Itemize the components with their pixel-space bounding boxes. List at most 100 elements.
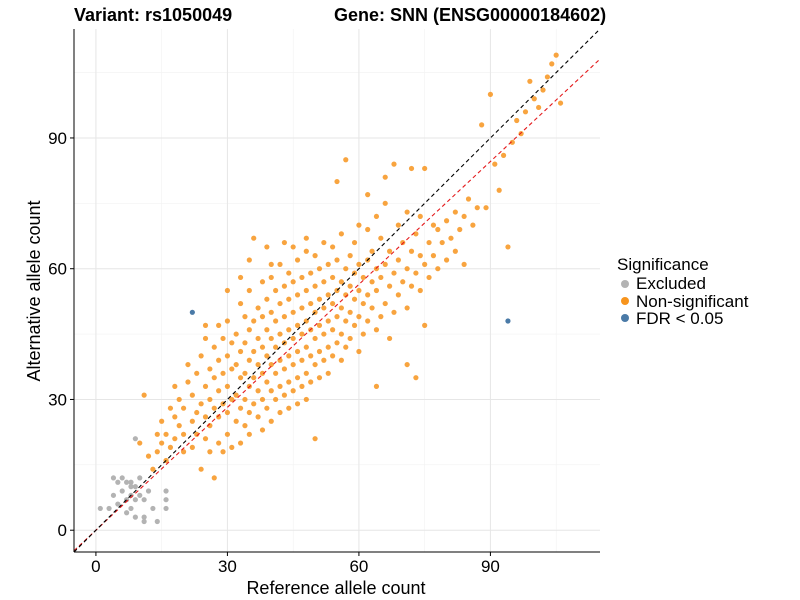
point-non-significant (242, 314, 248, 320)
point-excluded (128, 505, 134, 512)
point-non-significant (492, 161, 498, 167)
point-non-significant (224, 409, 231, 416)
legend-marker-non-significant (621, 297, 629, 305)
point-non-significant (351, 296, 358, 302)
point-non-significant (198, 401, 204, 407)
point-excluded (110, 475, 117, 481)
point-non-significant (211, 475, 217, 481)
point-excluded (119, 488, 125, 494)
point-excluded (163, 505, 169, 512)
point-excluded (132, 436, 138, 442)
point-non-significant (404, 209, 410, 215)
point-non-significant (242, 423, 248, 429)
point-non-significant (330, 327, 336, 333)
point-non-significant (294, 322, 301, 328)
point-non-significant (316, 348, 323, 355)
legend-title: Significance (617, 255, 709, 274)
point-non-significant (216, 440, 222, 446)
point-non-significant (540, 87, 546, 93)
point-non-significant (330, 244, 336, 250)
legend-marker-fdr (621, 314, 629, 322)
point-non-significant (281, 283, 287, 289)
point-non-significant (273, 287, 279, 294)
point-non-significant (290, 279, 296, 285)
point-non-significant (408, 283, 415, 289)
point-non-significant (246, 287, 252, 294)
point-non-significant (268, 335, 274, 342)
point-non-significant (308, 270, 314, 276)
point-non-significant (338, 331, 344, 337)
point-non-significant (422, 322, 428, 328)
axes: 0 30 60 90 0 30 60 90 (48, 29, 600, 576)
point-non-significant (330, 300, 336, 307)
point-non-significant (216, 357, 222, 363)
point-non-significant (202, 414, 209, 420)
point-non-significant (259, 427, 266, 433)
point-non-significant (180, 405, 187, 411)
point-non-significant (159, 418, 165, 424)
point-non-significant (500, 152, 507, 158)
point-non-significant (531, 96, 537, 102)
point-non-significant (246, 409, 252, 416)
point-non-significant (229, 366, 235, 372)
point-non-significant (439, 239, 445, 246)
point-non-significant (321, 305, 327, 311)
point-non-significant (277, 409, 283, 416)
point-non-significant (382, 261, 388, 267)
point-non-significant (167, 405, 174, 411)
point-non-significant (172, 436, 178, 442)
point-non-significant (413, 375, 419, 381)
point-non-significant (343, 318, 349, 324)
point-non-significant (273, 344, 279, 350)
point-non-significant (150, 466, 156, 472)
point-non-significant (303, 248, 309, 254)
y-tick-label: 90 (48, 129, 67, 148)
point-non-significant (255, 361, 261, 368)
point-non-significant (382, 200, 388, 206)
point-non-significant (237, 440, 244, 446)
point-non-significant (316, 322, 323, 328)
point-non-significant (281, 239, 287, 246)
point-non-significant (251, 235, 257, 241)
point-non-significant (391, 270, 397, 276)
point-non-significant (325, 292, 331, 298)
point-non-significant (290, 309, 296, 315)
point-non-significant (373, 327, 380, 333)
point-non-significant (259, 344, 266, 350)
point-non-significant (452, 209, 458, 215)
x-axis-label: Reference allele count (246, 578, 425, 598)
point-non-significant (435, 226, 441, 233)
point-excluded (163, 497, 169, 503)
point-non-significant (194, 431, 200, 437)
point-non-significant (330, 274, 336, 281)
point-non-significant (321, 331, 327, 337)
point-non-significant (172, 414, 178, 420)
y-tick-label: 60 (48, 260, 67, 279)
point-non-significant (220, 449, 226, 455)
point-non-significant (404, 266, 410, 272)
point-non-significant (325, 318, 331, 324)
point-non-significant (237, 300, 244, 307)
point-non-significant (452, 248, 458, 254)
point-non-significant (264, 296, 270, 302)
point-non-significant (369, 305, 375, 311)
point-non-significant (180, 431, 187, 437)
point-non-significant (536, 104, 542, 111)
point-non-significant (268, 388, 274, 394)
y-tick-label: 0 (58, 521, 67, 540)
point-non-significant (378, 235, 384, 241)
legend-label-excluded: Excluded (636, 274, 706, 293)
point-non-significant (281, 366, 287, 372)
point-non-significant (246, 257, 252, 263)
point-non-significant (343, 344, 349, 350)
point-non-significant (360, 331, 366, 337)
point-non-significant (246, 357, 252, 363)
point-non-significant (387, 283, 393, 289)
point-non-significant (237, 375, 244, 381)
point-non-significant (321, 357, 327, 363)
point-non-significant (343, 157, 349, 163)
point-non-significant (233, 331, 239, 337)
point-non-significant (334, 340, 340, 346)
point-non-significant (229, 340, 235, 346)
point-non-significant (237, 274, 244, 281)
